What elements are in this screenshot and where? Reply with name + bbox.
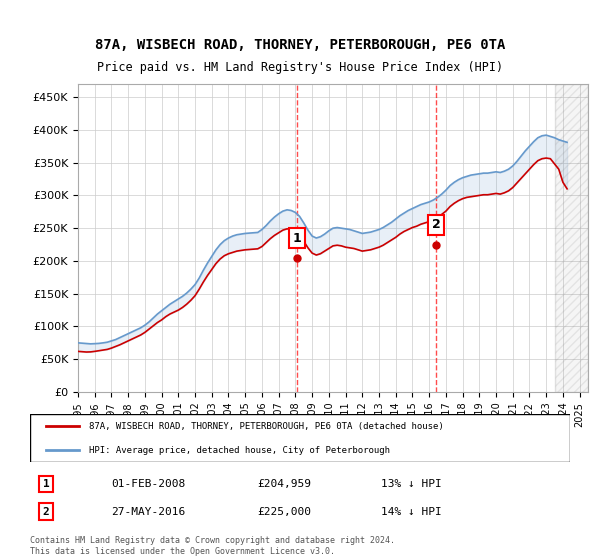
Text: HPI: Average price, detached house, City of Peterborough: HPI: Average price, detached house, City…	[89, 446, 391, 455]
Text: 01-FEB-2008: 01-FEB-2008	[111, 479, 185, 489]
Text: 1: 1	[292, 231, 301, 245]
Text: 1: 1	[43, 479, 50, 489]
Text: 13% ↓ HPI: 13% ↓ HPI	[381, 479, 442, 489]
Text: 87A, WISBECH ROAD, THORNEY, PETERBOROUGH, PE6 0TA (detached house): 87A, WISBECH ROAD, THORNEY, PETERBOROUGH…	[89, 422, 444, 431]
Text: Price paid vs. HM Land Registry's House Price Index (HPI): Price paid vs. HM Land Registry's House …	[97, 60, 503, 74]
Text: 2: 2	[432, 218, 440, 231]
Text: £225,000: £225,000	[257, 507, 311, 517]
Text: 14% ↓ HPI: 14% ↓ HPI	[381, 507, 442, 517]
Text: 2: 2	[43, 507, 50, 517]
Text: 27-MAY-2016: 27-MAY-2016	[111, 507, 185, 517]
FancyBboxPatch shape	[30, 414, 570, 462]
Text: 87A, WISBECH ROAD, THORNEY, PETERBOROUGH, PE6 0TA: 87A, WISBECH ROAD, THORNEY, PETERBOROUGH…	[95, 38, 505, 52]
Text: £204,959: £204,959	[257, 479, 311, 489]
Text: Contains HM Land Registry data © Crown copyright and database right 2024.
This d: Contains HM Land Registry data © Crown c…	[30, 536, 395, 556]
